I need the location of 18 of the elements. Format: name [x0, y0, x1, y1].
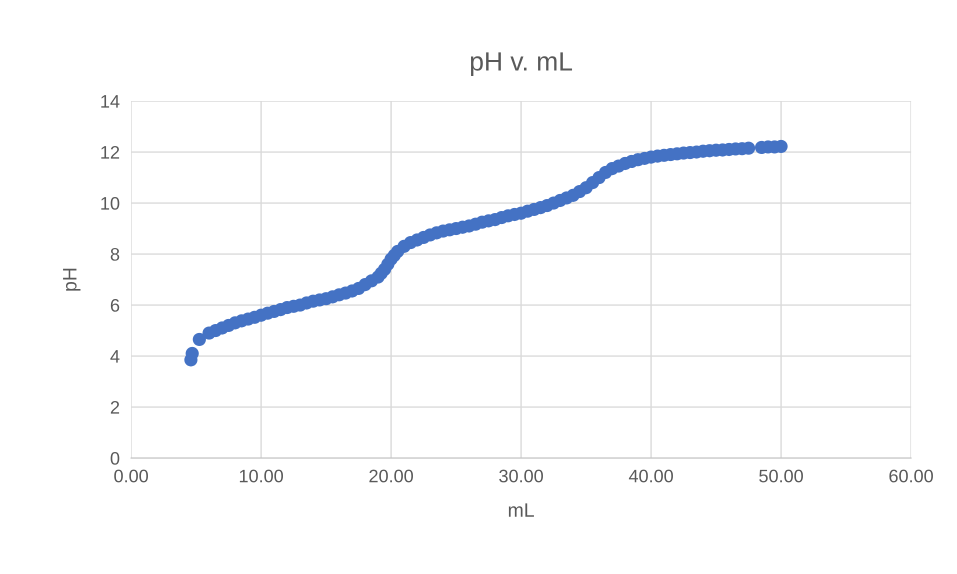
chart-title: pH v. mL — [470, 52, 572, 76]
y-tick-label: 12 — [101, 146, 120, 159]
y-tick-label: 10 — [101, 196, 120, 210]
x-tick-label: 30.00 — [499, 470, 543, 482]
y-tick-label: 6 — [110, 298, 120, 312]
x-tick-label: 20.00 — [369, 470, 413, 482]
x-tick-label: 50.00 — [759, 470, 803, 482]
y-tick-label: 4 — [110, 350, 120, 363]
y-tick-label: 14 — [101, 95, 120, 108]
x-tick-label: 60.00 — [889, 470, 933, 482]
y-tick-label: 0 — [110, 452, 120, 465]
x-tick-label: 40.00 — [628, 470, 673, 482]
y-tick-label: 8 — [110, 248, 120, 261]
x-tick-label: 10.00 — [240, 470, 283, 482]
y-tick-label: 2 — [110, 400, 120, 414]
x-tick-label: 0.00 — [114, 470, 148, 482]
y-axis-title: pH — [63, 268, 80, 291]
x-axis-title: mL — [508, 503, 534, 517]
